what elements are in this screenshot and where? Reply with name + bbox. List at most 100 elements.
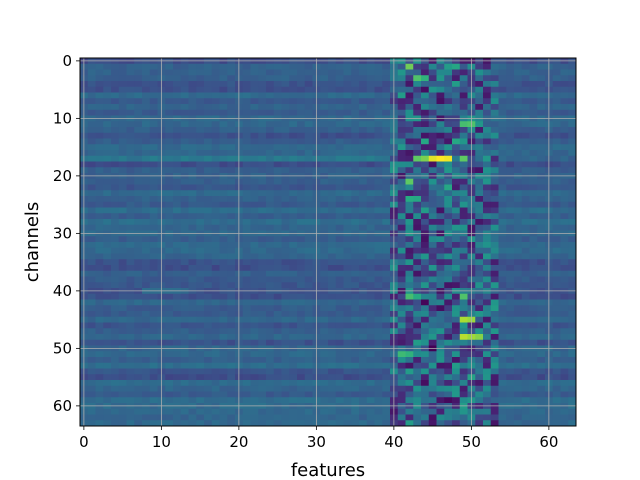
heatmap-cell [343, 92, 352, 99]
heatmap-cell [366, 224, 375, 231]
heatmap-cell [521, 408, 530, 415]
heatmap-cell [118, 121, 127, 128]
heatmap-cell [165, 213, 174, 220]
heatmap-cell [87, 127, 96, 134]
heatmap-cell [180, 265, 189, 272]
heatmap-cell [196, 316, 205, 323]
heatmap-cell [289, 132, 298, 139]
heatmap-cell [258, 207, 267, 214]
heatmap-cell [289, 414, 298, 421]
heatmap-cell [560, 167, 569, 174]
heatmap-cell [374, 132, 383, 139]
heatmap-cell [529, 305, 538, 312]
heatmap-cell [382, 259, 391, 266]
heatmap-cell [382, 161, 391, 168]
heatmap-cell [421, 196, 430, 203]
heatmap-cell [459, 144, 468, 151]
heatmap-cell [87, 161, 96, 168]
heatmap-cell [273, 253, 282, 260]
heatmap-cell [211, 161, 220, 168]
heatmap-cell [374, 104, 383, 111]
heatmap-cell [204, 196, 213, 203]
heatmap-cell [359, 167, 368, 174]
heatmap-cell [281, 397, 290, 404]
heatmap-cell [475, 270, 484, 277]
heatmap-cell [405, 167, 414, 174]
heatmap-cell [142, 305, 151, 312]
heatmap-cell [335, 299, 344, 306]
heatmap-cell [374, 357, 383, 364]
heatmap-cell [258, 362, 267, 369]
heatmap-cell [521, 253, 530, 260]
heatmap-cell [537, 293, 546, 300]
heatmap-cell [397, 63, 406, 70]
heatmap-cell [428, 144, 437, 151]
heatmap-cell [428, 368, 437, 375]
heatmap-cell [180, 184, 189, 191]
heatmap-cell [568, 414, 577, 421]
heatmap-cell [103, 299, 112, 306]
heatmap-cell [397, 276, 406, 283]
heatmap-cell [413, 339, 422, 346]
heatmap-cell [405, 86, 414, 93]
heatmap-cell [242, 414, 251, 421]
heatmap-cell [568, 270, 577, 277]
heatmap-cell [289, 81, 298, 88]
heatmap-cell [297, 224, 306, 231]
heatmap-cell [452, 219, 461, 226]
heatmap-cell [498, 380, 507, 387]
heatmap-cell [335, 374, 344, 381]
heatmap-cell [521, 127, 530, 134]
heatmap-cell [568, 253, 577, 260]
heatmap-cell [180, 144, 189, 151]
heatmap-cell [359, 81, 368, 88]
heatmap-cell [196, 86, 205, 93]
heatmap-cell [351, 259, 360, 266]
heatmap-cell [118, 81, 127, 88]
heatmap-cell [560, 276, 569, 283]
heatmap-cell [529, 201, 538, 208]
heatmap-cell [359, 259, 368, 266]
heatmap-cell [258, 196, 267, 203]
heatmap-cell [529, 420, 538, 427]
heatmap-cell [173, 104, 182, 111]
heatmap-cell [111, 270, 120, 277]
heatmap-cell [95, 75, 104, 82]
heatmap-cell [560, 247, 569, 254]
heatmap-cell [506, 368, 515, 375]
heatmap-cell [196, 242, 205, 249]
heatmap-cell [374, 247, 383, 254]
heatmap-cell [188, 408, 197, 415]
heatmap-cell [436, 276, 445, 283]
heatmap-cell [436, 282, 445, 289]
heatmap-cell [366, 219, 375, 226]
heatmap-cell [165, 380, 174, 387]
heatmap-cell [320, 328, 329, 335]
heatmap-cell [444, 316, 453, 323]
heatmap-cell [304, 161, 313, 168]
heatmap-cell [428, 253, 437, 260]
heatmap-cell [405, 420, 414, 427]
heatmap-cell [173, 322, 182, 329]
heatmap-cell [289, 219, 298, 226]
heatmap-cell [421, 380, 430, 387]
heatmap-cell [289, 247, 298, 254]
heatmap-cell [421, 305, 430, 312]
heatmap-cell [506, 184, 515, 191]
heatmap-cell [250, 167, 259, 174]
heatmap-cell [405, 253, 414, 260]
heatmap-cell [149, 305, 158, 312]
heatmap-cell [506, 161, 515, 168]
heatmap-cell [397, 334, 406, 341]
heatmap-cell [514, 259, 523, 266]
heatmap-cell [421, 92, 430, 99]
heatmap-cell [118, 178, 127, 185]
heatmap-cell [537, 201, 546, 208]
heatmap-cell [173, 86, 182, 93]
heatmap-cell [227, 92, 236, 99]
heatmap-cell [459, 69, 468, 76]
heatmap-cell [560, 380, 569, 387]
heatmap-cell [483, 155, 492, 162]
heatmap-cell [111, 178, 120, 185]
heatmap-cell [374, 322, 383, 329]
